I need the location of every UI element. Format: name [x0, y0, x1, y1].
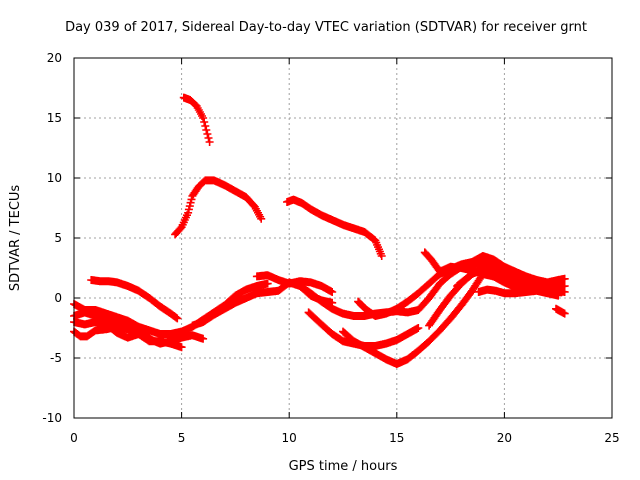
y-tick-label: -10: [42, 411, 62, 425]
x-tick-label: 0: [70, 431, 78, 445]
series-track-18: [474, 285, 563, 300]
axis-ticks: 0 5 10 15 20 25 -10 -5 0 5 10 15 20: [42, 51, 619, 445]
x-tick-label: 20: [497, 431, 512, 445]
series-markers: [179, 93, 214, 146]
series-markers: [283, 195, 386, 260]
series-markers: [474, 285, 563, 300]
series-track-1: [179, 93, 214, 146]
y-axis-label: SDTVAR / TECUs: [8, 185, 23, 292]
series-track-14: [339, 270, 487, 368]
series-track-3: [283, 195, 386, 260]
y-tick-label: 15: [47, 111, 62, 125]
y-tick-label: 20: [47, 51, 62, 65]
series-markers: [252, 271, 337, 296]
x-tick-label: 25: [604, 431, 619, 445]
x-tick-label: 10: [282, 431, 297, 445]
y-tick-label: 5: [54, 231, 62, 245]
series-track-4: [87, 276, 182, 323]
y-tick-label: 0: [54, 291, 62, 305]
x-tick-label: 5: [178, 431, 186, 445]
x-tick-label: 15: [389, 431, 404, 445]
series-track-10: [252, 271, 337, 296]
grid: [74, 58, 612, 418]
y-tick-label: -5: [50, 351, 62, 365]
series-markers: [552, 304, 569, 318]
data-series: [70, 93, 569, 368]
series-track-19: [552, 304, 569, 318]
chart-title: Day 039 of 2017, Sidereal Day-to-day VTE…: [65, 20, 587, 35]
series-markers: [453, 264, 569, 292]
series-track-2: [171, 176, 266, 239]
x-axis-label: GPS time / hours: [289, 459, 398, 474]
series-markers: [339, 270, 487, 368]
series-track-17: [453, 264, 569, 292]
series-markers: [87, 276, 182, 323]
y-tick-label: 10: [47, 171, 62, 185]
series-markers: [171, 176, 266, 239]
